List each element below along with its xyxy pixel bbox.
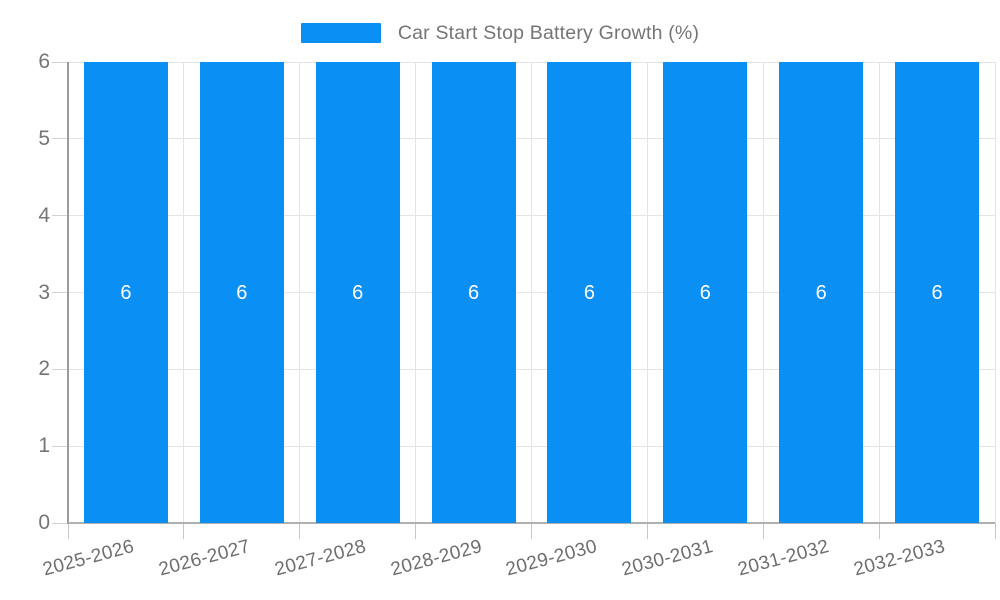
bar-2030-2031[interactable]: 6 (663, 62, 748, 523)
x-gridline (762, 62, 764, 523)
x-axis-tick (646, 523, 648, 539)
x-axis-tick (762, 523, 764, 539)
bar-2031-2032[interactable]: 6 (779, 62, 864, 523)
legend-swatch (300, 23, 381, 43)
x-gridline (299, 62, 301, 523)
y-tick-label: 5 (38, 126, 50, 150)
x-gridline (415, 62, 417, 523)
bar-value-label: 6 (815, 281, 827, 304)
x-axis-tick (878, 523, 880, 539)
legend-label: Car Start Stop Battery Growth (%) (397, 21, 700, 44)
bar-value-label: 6 (236, 281, 248, 304)
y-tick-label: 6 (38, 50, 50, 73)
y-tick-label: 3 (38, 280, 50, 304)
x-gridline (183, 62, 185, 523)
y-tick-label: 2 (38, 357, 50, 381)
y-axis-tick (52, 292, 68, 293)
bar-value-label: 6 (468, 281, 480, 304)
y-axis-tick (52, 445, 68, 447)
bar-2025-2026[interactable]: 6 (83, 62, 168, 523)
bar-value-label: 6 (583, 281, 595, 304)
bar-2026-2027[interactable]: 6 (199, 62, 284, 523)
x-axis-tick (994, 523, 996, 539)
y-axis-tick (52, 215, 68, 217)
x-gridline (994, 62, 996, 523)
y-axis-tick (52, 522, 68, 524)
x-gridline (878, 62, 880, 523)
bar-value-label: 6 (931, 281, 943, 304)
x-gridline (646, 62, 648, 523)
x-axis-tick (67, 523, 69, 539)
y-tick-label: 0 (38, 511, 50, 534)
y-axis-line (67, 62, 69, 524)
y-axis-tick (52, 61, 68, 63)
bar-2028-2029[interactable]: 6 (431, 62, 516, 523)
x-axis-tick (415, 523, 417, 539)
bar-value-label: 6 (699, 281, 711, 304)
y-axis-tick (52, 138, 68, 140)
x-axis-tick (299, 523, 301, 539)
bar-2032-2033[interactable]: 6 (895, 62, 980, 523)
bar-2027-2028[interactable]: 6 (315, 62, 400, 523)
bar-value-label: 6 (120, 281, 132, 304)
chart-legend[interactable]: Car Start Stop Battery Growth (%) (0, 13, 1000, 53)
x-axis-tick (183, 523, 185, 539)
x-gridline (531, 62, 532, 523)
y-tick-label: 1 (38, 434, 50, 458)
bar-2029-2030[interactable]: 6 (547, 62, 632, 523)
bar-value-label: 6 (352, 281, 364, 304)
y-tick-label: 4 (38, 203, 50, 227)
x-axis-line (68, 522, 995, 524)
x-axis-tick (531, 523, 532, 539)
y-axis-tick (52, 368, 68, 370)
